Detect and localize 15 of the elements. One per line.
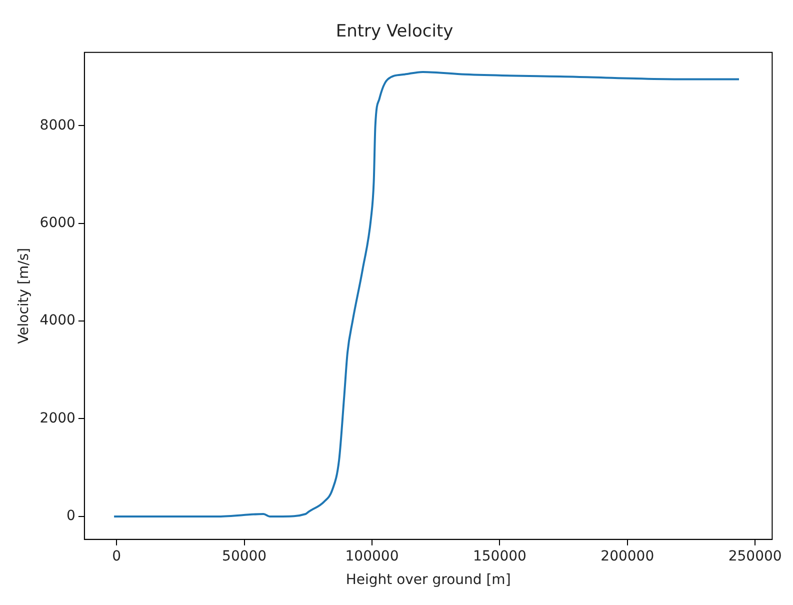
chart-title: Entry Velocity [336,22,454,42]
x-tick-label: 0 [112,548,122,564]
line-series [113,70,740,518]
y-tick-label: 0 [66,508,76,524]
y-tick-label: 2000 [40,410,76,426]
y-tick-label: 6000 [40,215,76,232]
y-axis-title: Velocity [m/s] [16,248,32,344]
x-axis-title: Height over ground [m] [346,572,511,588]
x-tick-label: 200000 [600,548,654,564]
x-tick-label: 250000 [728,548,782,564]
x-tick-label: 150000 [472,548,526,564]
x-tick-label: 50000 [222,548,267,564]
x-tick-label: 100000 [345,548,399,564]
y-tick-label: 8000 [40,117,76,134]
y-tick-label: 4000 [40,312,76,329]
